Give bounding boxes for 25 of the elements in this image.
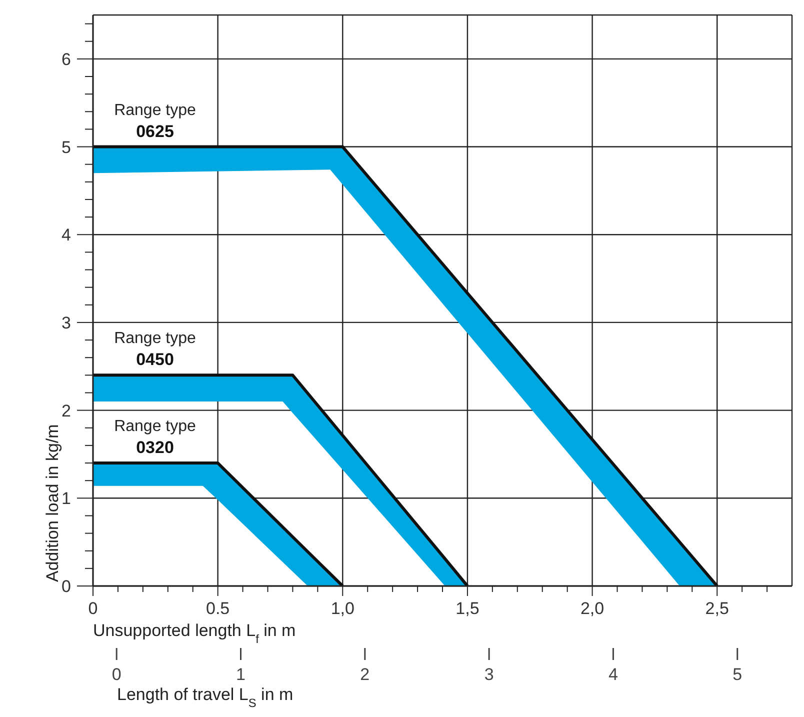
x-tick-label: 0	[88, 599, 98, 618]
series-label: Range type 0320	[114, 418, 196, 458]
series-label: Range type 0625	[114, 102, 196, 141]
y-axis-title: Addition load in kg/m	[43, 424, 62, 582]
x2-tick-label: 3	[484, 665, 494, 684]
x2-tick-label: 1	[236, 665, 246, 684]
x-tick-label: 2,5	[705, 599, 729, 618]
x2-axis-title: Length of travel L$_{S}$ in m	[117, 685, 294, 710]
x-tick-label: 1,0	[330, 599, 354, 618]
x2-tick-label: 2	[360, 665, 370, 684]
y-tick-label: 3	[62, 313, 71, 332]
y-tick-label: 1	[62, 489, 71, 508]
y-tick-label: 4	[62, 226, 71, 245]
x-tick-label: 0.5	[206, 599, 230, 618]
x2-tick-label: 5	[732, 665, 742, 684]
series-label: Range type 0450	[114, 330, 196, 370]
x-tick-label: 2,0	[580, 599, 604, 618]
x2-tick-label: 0	[112, 665, 122, 684]
y-tick-label: 5	[62, 138, 71, 157]
x-axis-title: Unsupported length L$_{f}$ in m	[93, 621, 296, 646]
y-tick-label: 0	[62, 577, 71, 596]
y-tick-label: 6	[62, 50, 71, 69]
x-tick-label: 1,5	[456, 599, 480, 618]
y-tick-label: 2	[62, 401, 71, 420]
x2-tick-label: 4	[608, 665, 618, 684]
